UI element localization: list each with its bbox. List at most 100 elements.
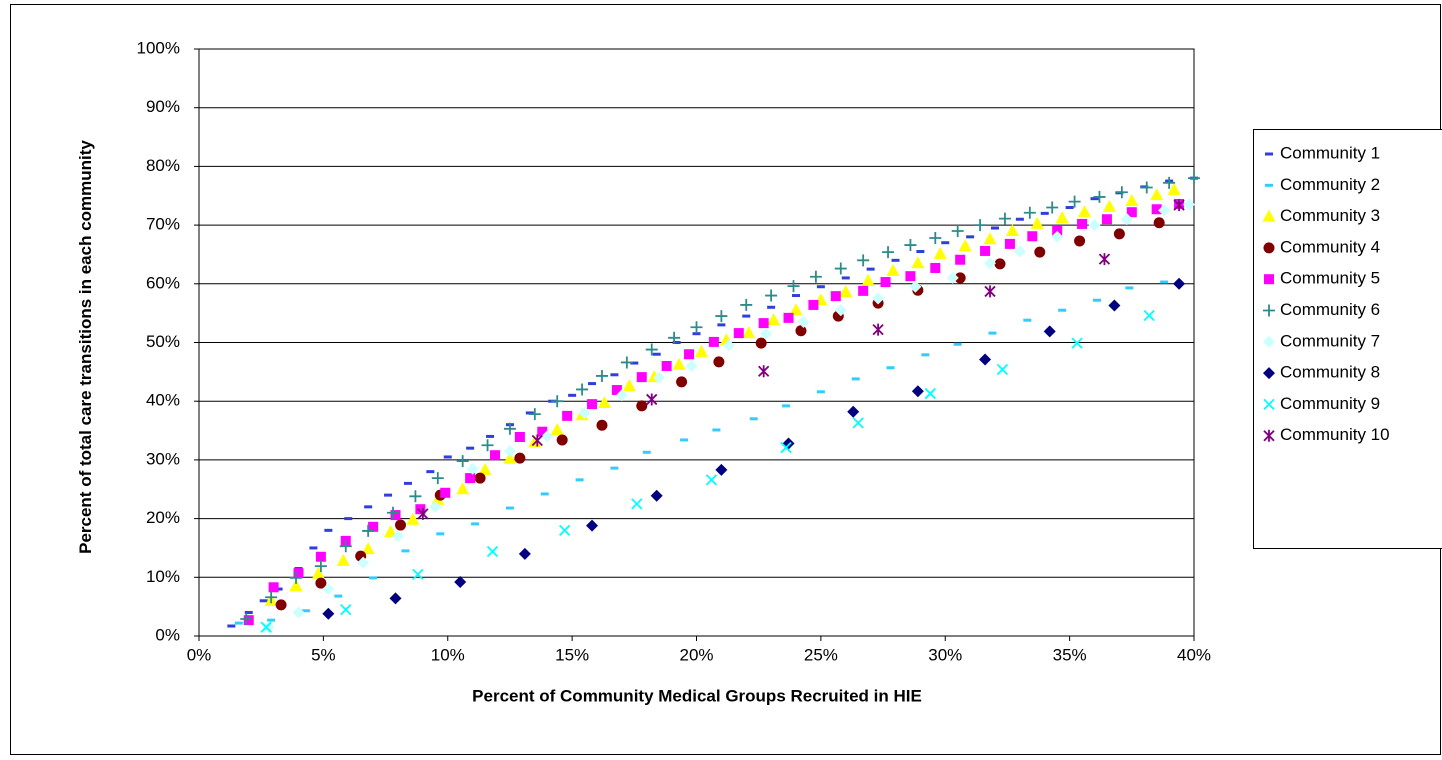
legend-label: Community 6 (1280, 300, 1380, 319)
series (243, 198, 1185, 626)
data-point (362, 524, 375, 537)
data-point (562, 410, 573, 421)
data-point (550, 422, 564, 435)
data-point (1173, 277, 1186, 290)
data-point (1055, 211, 1069, 224)
data-point (1101, 214, 1112, 225)
data-point (1013, 245, 1026, 258)
data-point (1151, 204, 1162, 215)
data-point (882, 246, 895, 259)
data-point (708, 336, 719, 347)
data-point (503, 422, 516, 435)
x-tick-label: 0% (187, 645, 212, 664)
data-point (481, 439, 494, 452)
data-point (780, 441, 792, 454)
data-point (1004, 238, 1015, 249)
data-point (339, 540, 352, 553)
data-point (715, 310, 728, 323)
data-point (886, 263, 900, 276)
data-point (767, 313, 781, 326)
data-point (974, 219, 987, 232)
data-point (758, 365, 770, 378)
y-tick-label: 30% (146, 449, 180, 468)
data-point (1078, 205, 1092, 218)
data-point (909, 280, 922, 293)
data-point (578, 406, 591, 419)
data-point (1034, 246, 1046, 258)
data-point (809, 270, 822, 283)
data-point (611, 385, 622, 396)
data-point (789, 303, 803, 316)
data-point (979, 353, 992, 366)
data-point (340, 603, 352, 616)
data-point (650, 489, 663, 502)
data-point (268, 582, 279, 593)
series (322, 277, 1186, 620)
y-tick-label: 0% (155, 625, 180, 644)
legend-label: Community 1 (1280, 143, 1380, 162)
data-point (1150, 188, 1164, 201)
data-point (1183, 198, 1196, 211)
data-point (292, 606, 305, 619)
data-point (787, 280, 800, 293)
y-tick-label: 80% (146, 156, 180, 175)
data-point (830, 291, 841, 302)
data-point (1023, 206, 1036, 219)
data-point (1046, 201, 1059, 214)
data-point (1043, 325, 1056, 338)
data-point (705, 474, 718, 486)
data-point (240, 612, 253, 625)
legend-label: Community 2 (1280, 175, 1380, 194)
data-point (857, 254, 870, 267)
data-point (740, 298, 753, 311)
data-point (541, 430, 554, 443)
data-point (314, 560, 327, 573)
data-point (684, 349, 695, 360)
data-point (466, 462, 479, 475)
series (262, 198, 1196, 634)
data-point (1113, 228, 1125, 240)
data-point (357, 556, 370, 569)
data-point (676, 376, 688, 388)
data-point (996, 363, 1009, 376)
data-point (1158, 204, 1171, 217)
data-point (290, 571, 303, 584)
data-point (1005, 223, 1019, 236)
data-point (537, 426, 548, 437)
data-point (478, 462, 492, 475)
data-point (514, 452, 526, 464)
data-point (503, 451, 517, 464)
y-tick-label: 10% (146, 567, 180, 586)
data-point (406, 512, 420, 525)
data-point (1068, 195, 1081, 208)
data-point (389, 592, 402, 605)
y-tick-label: 40% (146, 391, 180, 410)
data-point (412, 568, 424, 581)
data-point (994, 258, 1006, 270)
data-point (1143, 309, 1155, 322)
data-point (631, 498, 643, 510)
data-point (645, 343, 658, 356)
data-point (417, 507, 429, 520)
legend-marker (1263, 398, 1275, 411)
data-point (668, 331, 681, 344)
data-point (1102, 199, 1116, 212)
x-tick-label: 15% (555, 645, 589, 664)
series (234, 280, 1169, 625)
data-point (872, 323, 884, 336)
data-point (586, 519, 599, 532)
data-point (440, 487, 451, 498)
data-point (454, 575, 467, 588)
data-point (311, 566, 325, 579)
data-point (531, 434, 543, 447)
y-axis-title: Percent of total care transitions in eac… (76, 140, 95, 554)
data-point (431, 472, 444, 485)
data-point (1108, 299, 1121, 312)
data-point (559, 524, 571, 536)
data-point (722, 339, 735, 352)
data-point (839, 285, 853, 298)
data-point (797, 315, 810, 328)
x-tick-label: 40% (1177, 645, 1211, 664)
data-point (636, 372, 647, 383)
